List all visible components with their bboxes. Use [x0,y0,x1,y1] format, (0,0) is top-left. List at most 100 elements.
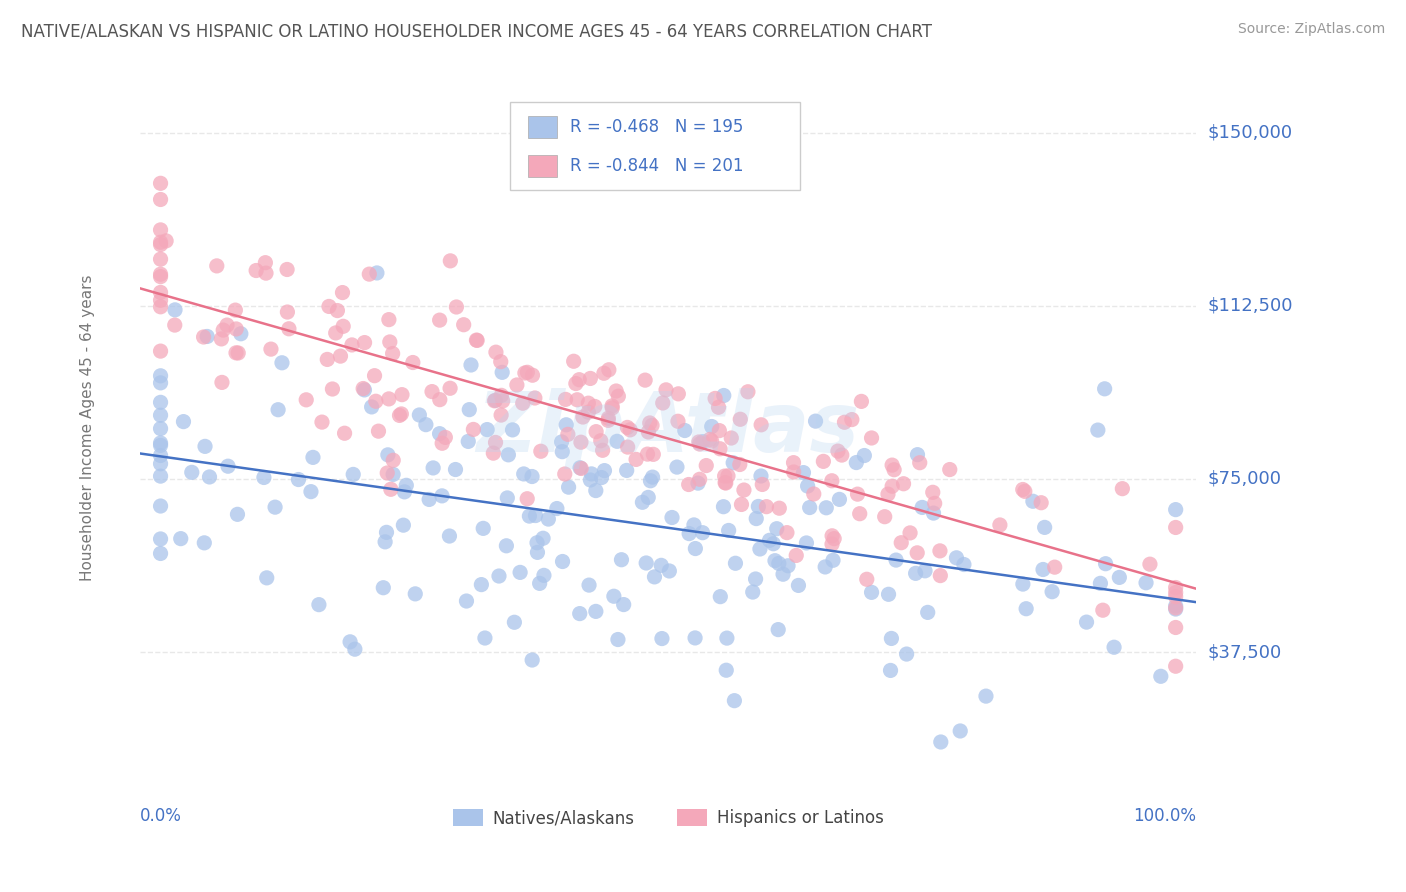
Point [311,415,333,429]
Point [700,419,723,434]
Point [860,585,883,599]
Point [827,444,849,458]
Point [884,553,907,567]
Point [472,521,495,535]
Point [172,415,194,429]
Point [610,552,633,566]
Point [598,413,620,427]
Point [195,329,218,343]
Point [503,615,526,630]
Point [217,459,239,474]
Point [367,424,389,438]
Point [841,412,863,426]
Point [765,522,787,536]
Point [180,466,202,480]
Point [683,517,706,532]
Point [522,368,544,383]
Point [686,476,709,491]
Point [766,623,789,637]
Text: $150,000: $150,000 [1208,124,1292,142]
Point [444,462,467,476]
Point [198,470,221,484]
Point [149,499,172,513]
Point [877,587,900,601]
Point [914,564,936,578]
Point [526,545,548,559]
Point [495,539,517,553]
Point [763,554,786,568]
Point [714,475,737,490]
Point [326,303,349,318]
Point [1111,482,1133,496]
Point [748,541,770,556]
Point [1164,502,1187,516]
Point [1164,585,1187,599]
Point [343,642,366,657]
Point [325,326,347,340]
Point [741,585,763,599]
Point [457,434,479,449]
Point [1090,576,1112,591]
Point [276,305,298,319]
Point [593,464,616,478]
Point [260,342,283,356]
Point [678,477,700,491]
Point [149,449,172,463]
Point [422,461,444,475]
Point [787,578,810,592]
Point [905,546,928,560]
Point [470,577,492,591]
Point [456,594,478,608]
Text: 0.0%: 0.0% [141,807,183,825]
Point [579,473,602,487]
Point [709,590,731,604]
Point [717,469,740,483]
Point [430,489,453,503]
Point [460,358,482,372]
Point [651,396,673,410]
Point [1164,620,1187,634]
Point [149,293,172,308]
Point [512,396,534,410]
Point [683,631,706,645]
Point [474,631,496,645]
Point [342,467,364,482]
Text: $37,500: $37,500 [1208,643,1281,661]
FancyBboxPatch shape [510,102,800,190]
Point [388,409,411,423]
Point [523,391,546,405]
Point [271,356,294,370]
Point [721,456,744,470]
Point [264,500,287,515]
Point [581,467,603,481]
Point [569,461,592,475]
Point [163,302,186,317]
Point [716,631,738,645]
Point [924,496,946,510]
Point [605,384,627,398]
Point [498,448,520,462]
Point [733,483,755,497]
Point [607,632,630,647]
Point [453,318,475,332]
Point [749,417,772,432]
Point [1164,601,1187,615]
Point [352,382,374,396]
Point [1164,520,1187,534]
Point [616,440,638,454]
Point [1015,601,1038,615]
Point [439,529,461,543]
Point [796,479,818,493]
Point [772,567,794,582]
Point [890,535,912,549]
Point [636,556,658,570]
Point [489,408,512,422]
Point [974,689,997,703]
Point [893,476,915,491]
Point [381,346,404,360]
Point [484,393,506,408]
Point [1040,584,1063,599]
Point [339,635,361,649]
Point [1102,640,1125,655]
Point [589,434,612,448]
